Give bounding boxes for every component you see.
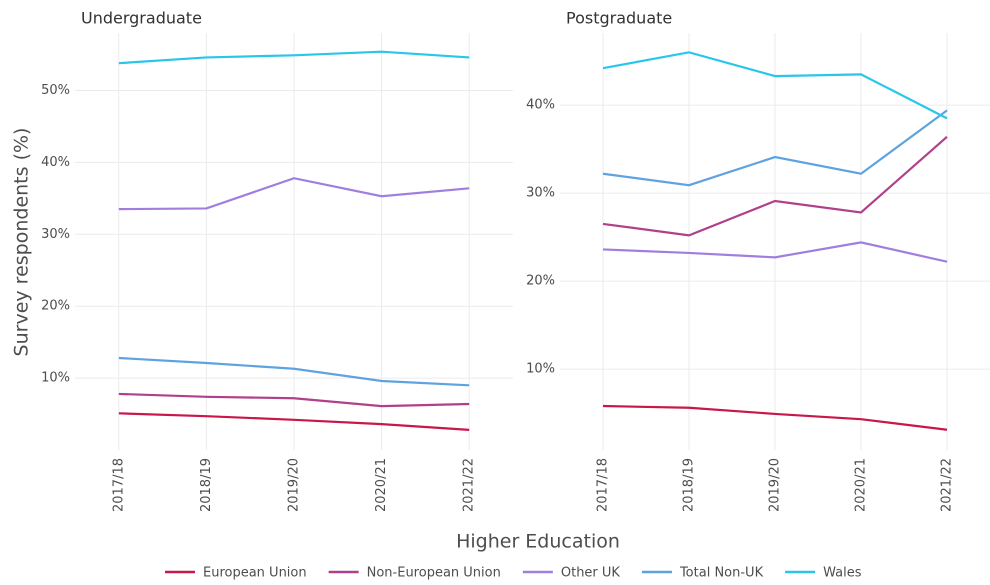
x-tick-label: 2018/19 xyxy=(199,458,214,512)
x-tick-label: 2019/20 xyxy=(768,458,783,512)
x-tick-label: 2018/19 xyxy=(682,458,697,512)
legend-label: Other UK xyxy=(561,566,621,581)
x-tick-label: 2019/20 xyxy=(287,458,302,512)
series-line xyxy=(118,412,470,431)
legend-label: Non-European Union xyxy=(367,566,501,581)
series-line xyxy=(118,356,470,387)
y-tick-label: 10% xyxy=(41,371,70,386)
y-tick-label: 40% xyxy=(41,155,70,170)
y-tick-label: 10% xyxy=(526,362,555,377)
x-tick-label: 2021/22 xyxy=(940,458,955,512)
legend-label: European Union xyxy=(203,566,307,581)
series-line xyxy=(602,241,948,263)
series-line xyxy=(602,404,948,431)
x-tick-label: 2021/22 xyxy=(462,458,477,512)
x-axis-title: Higher Education xyxy=(456,531,620,553)
series-line xyxy=(118,392,470,408)
x-tick-label: 2017/18 xyxy=(111,458,126,512)
y-tick-label: 20% xyxy=(526,274,555,289)
x-tick-label: 2020/21 xyxy=(854,458,869,512)
legend-label: Wales xyxy=(823,566,862,581)
series-line xyxy=(602,51,948,120)
y-tick-label: 40% xyxy=(526,98,555,113)
x-tick-label: 2020/21 xyxy=(374,458,389,512)
legend-label: Total Non-UK xyxy=(679,566,764,581)
panel-title: Undergraduate xyxy=(81,9,202,28)
x-tick-label: 2017/18 xyxy=(596,458,611,512)
series-line xyxy=(118,50,470,65)
panel-title: Postgraduate xyxy=(566,9,672,28)
y-axis-title: Survey respondents (%) xyxy=(11,128,33,357)
series-line xyxy=(118,177,470,211)
y-tick-label: 50% xyxy=(41,83,70,98)
y-tick-label: 30% xyxy=(41,227,70,242)
series-line xyxy=(602,109,948,187)
y-tick-label: 30% xyxy=(526,186,555,201)
y-tick-label: 20% xyxy=(41,299,70,314)
series-line xyxy=(602,135,948,237)
